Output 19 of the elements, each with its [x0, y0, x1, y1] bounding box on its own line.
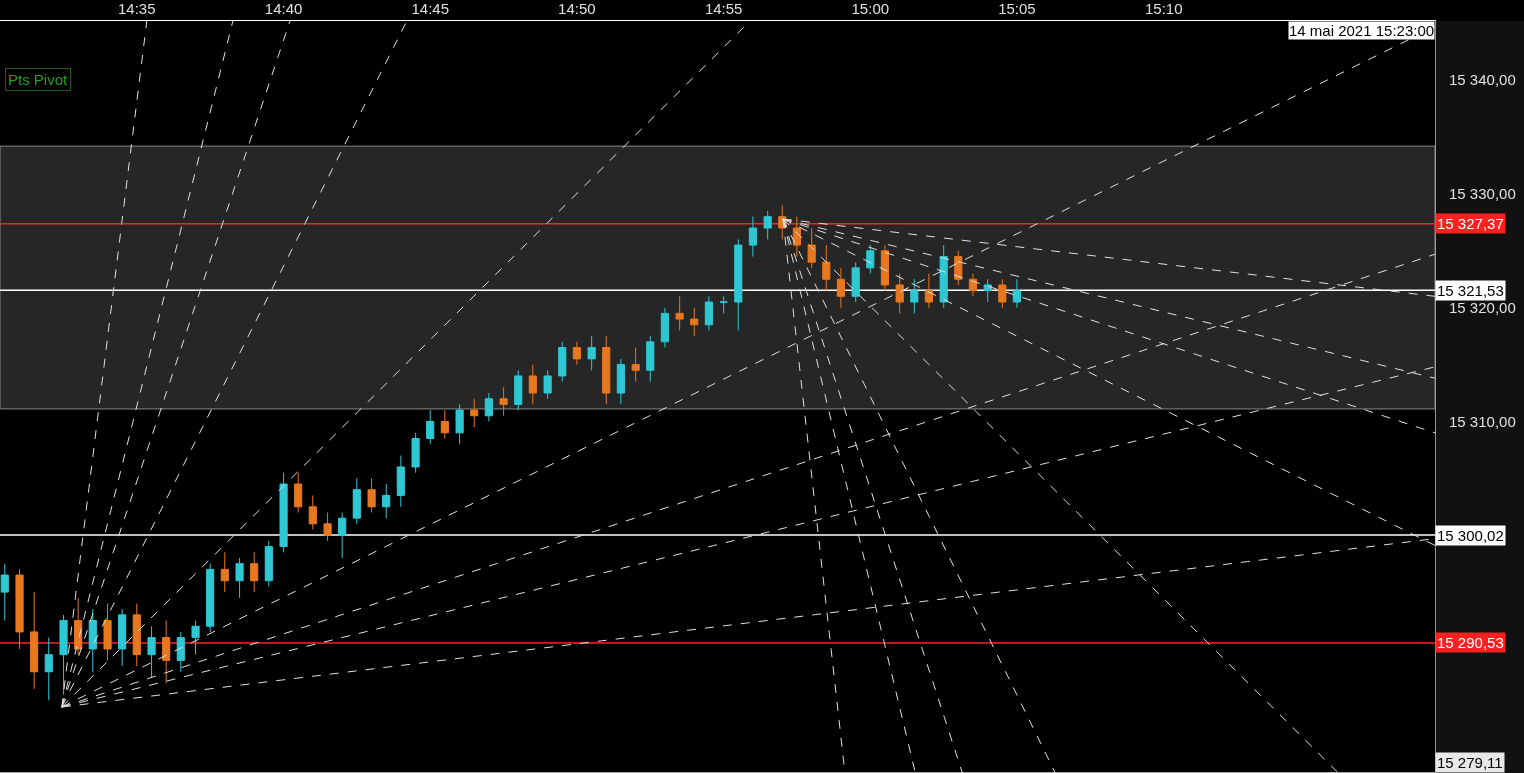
annotation: 14 mai 2021 15:23:00 — [1289, 22, 1435, 39]
x-tick-label: 14:35 — [118, 0, 156, 17]
x-tick-label: 14:40 — [264, 0, 303, 17]
ref-line-label: 15 321,53 — [1437, 282, 1504, 299]
x-tick-label: 15:10 — [1144, 0, 1183, 17]
y-tick-label: 15 330,00 — [1449, 185, 1516, 203]
ref-line-label: 15 290,53 — [1437, 634, 1504, 651]
x-tick-label: 14:50 — [558, 0, 596, 17]
y-tick-label: 15 340,00 — [1449, 71, 1516, 89]
ref-line-label: 15 279,11 — [1437, 754, 1503, 771]
ref-line-label: 15 300,02 — [1437, 527, 1504, 544]
x-tick-label: 15:00 — [851, 0, 890, 17]
x-tick-label: 15:05 — [998, 0, 1036, 17]
x-tick-label: 14:45 — [411, 0, 449, 17]
x-tick-label: 14:55 — [704, 0, 743, 17]
ref-line-label: 15 327,37 — [1437, 215, 1504, 232]
annotation: Pts Pivot — [8, 71, 69, 88]
y-tick-label: 15 320,00 — [1449, 298, 1516, 316]
y-tick-label: 15 310,00 — [1449, 412, 1516, 430]
